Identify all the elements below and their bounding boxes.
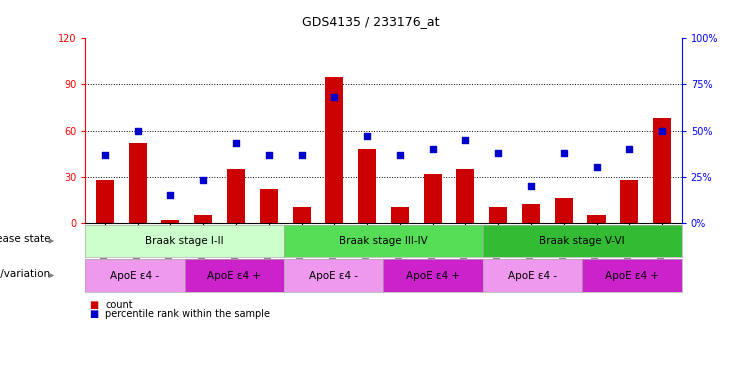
- Text: Braak stage I-II: Braak stage I-II: [145, 236, 224, 246]
- Point: [263, 151, 275, 157]
- Point: [591, 164, 602, 170]
- Bar: [588, 215, 605, 223]
- Text: disease state: disease state: [0, 234, 50, 244]
- Text: Braak stage III-IV: Braak stage III-IV: [339, 236, 428, 246]
- Bar: [653, 118, 671, 223]
- Point: [328, 94, 340, 101]
- Point: [197, 177, 209, 184]
- Text: ApoE ε4 +: ApoE ε4 +: [207, 270, 262, 281]
- Text: GDS4135 / 233176_at: GDS4135 / 233176_at: [302, 15, 439, 28]
- Bar: [424, 174, 442, 223]
- Point: [296, 151, 308, 157]
- Text: ApoE ε4 +: ApoE ε4 +: [406, 270, 460, 281]
- Bar: [194, 215, 212, 223]
- Point: [394, 151, 406, 157]
- Point: [230, 141, 242, 147]
- Text: ApoE ε4 -: ApoE ε4 -: [309, 270, 359, 281]
- Bar: [162, 220, 179, 223]
- Point: [361, 133, 373, 139]
- Bar: [391, 207, 409, 223]
- Bar: [325, 77, 343, 223]
- Point: [132, 127, 144, 134]
- Point: [623, 146, 635, 152]
- Point: [525, 183, 537, 189]
- Bar: [293, 207, 310, 223]
- Text: ApoE ε4 -: ApoE ε4 -: [508, 270, 557, 281]
- Text: count: count: [105, 300, 133, 310]
- Bar: [129, 143, 147, 223]
- Text: ■: ■: [89, 309, 98, 319]
- Bar: [489, 207, 507, 223]
- Bar: [555, 198, 573, 223]
- Point: [656, 127, 668, 134]
- Text: Braak stage V-VI: Braak stage V-VI: [539, 236, 625, 246]
- Bar: [227, 169, 245, 223]
- Bar: [96, 180, 114, 223]
- Text: ApoE ε4 +: ApoE ε4 +: [605, 270, 659, 281]
- Text: ApoE ε4 -: ApoE ε4 -: [110, 270, 159, 281]
- Bar: [260, 189, 278, 223]
- Point: [99, 151, 111, 157]
- Bar: [456, 169, 474, 223]
- Point: [427, 146, 439, 152]
- Point: [165, 192, 176, 198]
- Text: genotype/variation: genotype/variation: [0, 269, 50, 279]
- Point: [459, 137, 471, 143]
- Bar: [358, 149, 376, 223]
- Text: ■: ■: [89, 300, 98, 310]
- Point: [558, 150, 570, 156]
- Point: [492, 150, 504, 156]
- Bar: [522, 204, 540, 223]
- Bar: [620, 180, 638, 223]
- Text: percentile rank within the sample: percentile rank within the sample: [105, 309, 270, 319]
